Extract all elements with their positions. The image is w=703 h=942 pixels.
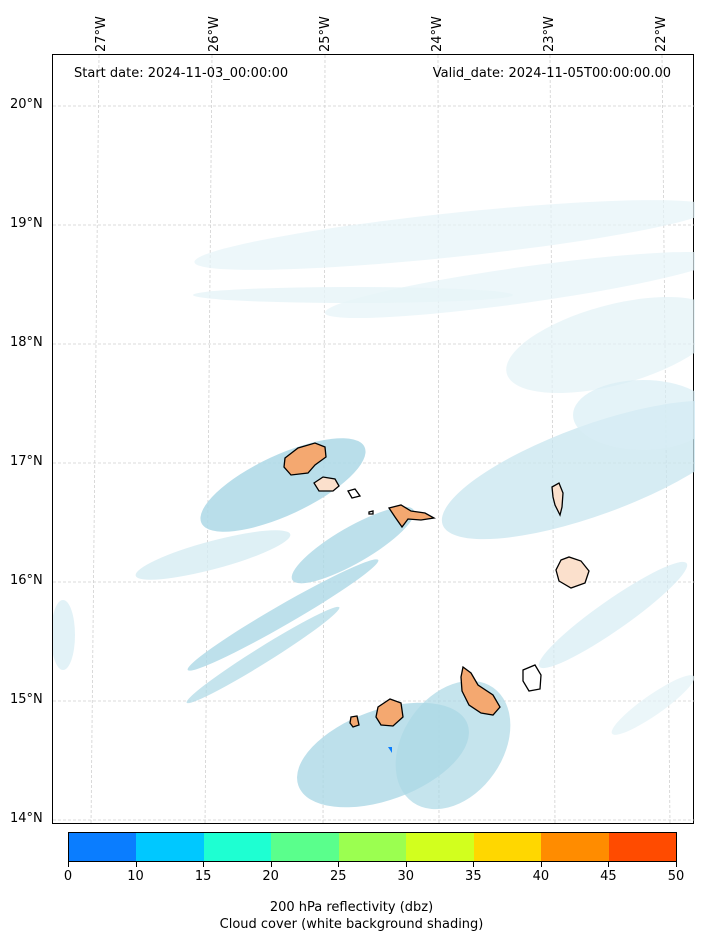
colorbar-tick bbox=[608, 862, 610, 867]
lat-label-20n: 20°N bbox=[10, 97, 43, 112]
colorbar-tick-label: 20 bbox=[262, 869, 279, 884]
lat-label-18n: 18°N bbox=[10, 335, 43, 350]
colorbar-segment bbox=[473, 833, 542, 861]
cloud-band bbox=[573, 380, 695, 450]
colorbar-tick bbox=[540, 862, 542, 867]
island-brava bbox=[349, 715, 360, 728]
lon-gridline-26w bbox=[204, 55, 213, 825]
colorbar-tick bbox=[68, 862, 69, 867]
island-sao-nicolau bbox=[387, 504, 436, 529]
colorbar-tick bbox=[473, 862, 475, 867]
colorbar-tick-label: 35 bbox=[465, 869, 482, 884]
cloud-band bbox=[194, 200, 695, 270]
map-canvas bbox=[53, 55, 695, 825]
colorbar-tick bbox=[270, 862, 272, 867]
valid-date-annotation: Valid_date: 2024-11-05T00:00:00.00 bbox=[432, 66, 671, 81]
lat-label-19n: 19°N bbox=[10, 216, 43, 231]
island-santo-antao bbox=[283, 442, 327, 476]
lon-label-25w: 25°W bbox=[318, 16, 333, 52]
reflectivity-colorbar bbox=[68, 832, 677, 862]
island-boa-vista bbox=[555, 556, 590, 589]
lon-label-24w: 24°W bbox=[430, 16, 445, 52]
cloud-band bbox=[186, 606, 340, 704]
cloud-cover-shading bbox=[53, 200, 695, 810]
cloud-band bbox=[187, 559, 379, 671]
island-sao-vicente bbox=[313, 476, 340, 492]
colorbar-sublabel: Cloud cover (white background shading) bbox=[219, 917, 484, 932]
colorbar-tick-label: 30 bbox=[397, 869, 415, 884]
start-date-annotation: Start date: 2024-11-03_00:00:00 bbox=[74, 66, 289, 81]
lon-label-23w: 23°W bbox=[542, 16, 557, 52]
colorbar-tick-label: 50 bbox=[667, 869, 685, 884]
lat-label-16n: 16°N bbox=[10, 573, 43, 588]
colorbar-segment bbox=[406, 833, 474, 861]
cloud-band bbox=[135, 530, 291, 580]
colorbar-label: 200 hPa reflectivity (dbz) bbox=[269, 900, 434, 915]
colorbar-tick-label: 15 bbox=[194, 869, 212, 884]
lon-gridline-27w bbox=[90, 55, 100, 825]
cloud-band bbox=[193, 287, 513, 303]
colorbar-tick bbox=[405, 862, 407, 867]
colorbar-segment bbox=[541, 833, 609, 861]
islands bbox=[283, 442, 590, 753]
cloud-band bbox=[538, 561, 688, 669]
cloud-band bbox=[506, 297, 695, 393]
reflectivity-spot bbox=[388, 747, 392, 753]
island-maio bbox=[522, 664, 542, 692]
colorbar-tick-label: 40 bbox=[532, 869, 550, 884]
colorbar-tick-label: 10 bbox=[127, 869, 144, 884]
cloud-band bbox=[611, 675, 695, 735]
island-sal bbox=[551, 482, 564, 517]
cloud-band bbox=[200, 438, 366, 532]
map-plot-area bbox=[52, 54, 695, 825]
colorbar-tick bbox=[203, 862, 205, 867]
colorbar-tick bbox=[135, 862, 137, 867]
lat-label-17n: 17°N bbox=[10, 454, 43, 469]
cloud-band bbox=[291, 506, 415, 584]
colorbar-segment bbox=[271, 833, 339, 861]
colorbar-segment bbox=[338, 833, 407, 861]
lon-label-22w: 22°W bbox=[654, 16, 669, 52]
lon-label-26w: 26°W bbox=[207, 16, 222, 52]
lat-label-15n: 15°N bbox=[10, 692, 43, 707]
colorbar-tick bbox=[676, 862, 677, 867]
lon-label-27w: 27°W bbox=[94, 16, 109, 52]
lat-label-14n: 14°N bbox=[10, 811, 43, 826]
colorbar-segment bbox=[203, 833, 272, 861]
colorbar-segment bbox=[608, 833, 676, 861]
lon-gridline-25w bbox=[322, 55, 326, 825]
island-santa-luzia bbox=[347, 488, 362, 499]
colorbar-segment bbox=[136, 833, 204, 861]
colorbar-tick-label: 45 bbox=[600, 869, 617, 884]
island-santiago bbox=[460, 665, 501, 716]
cloud-band bbox=[53, 600, 75, 670]
island-fogo bbox=[375, 698, 404, 727]
colorbar-tick bbox=[338, 862, 340, 867]
colorbar-segment bbox=[69, 833, 137, 861]
colorbar-tick-label: 25 bbox=[329, 869, 347, 884]
island-raso bbox=[368, 510, 374, 515]
colorbar-tick-label: 0 bbox=[63, 869, 73, 884]
